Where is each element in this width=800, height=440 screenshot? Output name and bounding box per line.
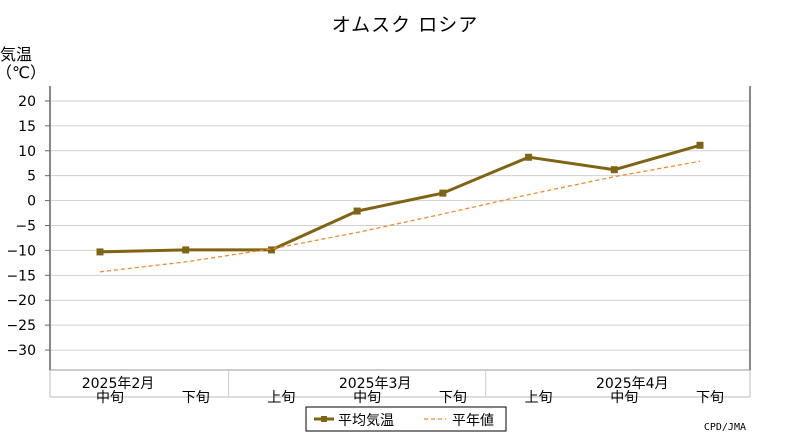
legend-label-normal: 平年値 [452, 413, 494, 429]
data-point-marker [267, 246, 275, 254]
plot-area [50, 86, 750, 370]
y-tick-label: −5 [15, 219, 36, 235]
x-category-label: 下旬 [439, 390, 467, 406]
y-tick-label: −10 [6, 243, 36, 259]
y-ticks: 20 15 10 5 0 −5 −10 −15 −20 −25 −30 [6, 94, 50, 359]
y-tick-label: −15 [6, 268, 36, 284]
y-tick-label: −25 [6, 318, 36, 334]
series-layer [96, 141, 704, 273]
y-tick-label: 20 [18, 94, 36, 110]
y-tick-label: −30 [6, 343, 36, 359]
legend: 平均気温 平年値 [305, 406, 507, 432]
x-month-label: 2025年3月 [339, 376, 412, 392]
data-point-marker [96, 248, 104, 256]
x-month-label: 2025年2月 [82, 376, 155, 392]
legend-label-mean: 平均気温 [338, 413, 394, 429]
x-category-label: 下旬 [182, 390, 210, 406]
x-axis: 中旬 下旬 上旬 中旬 下旬 上旬 中旬 下旬 2025年2月 2025年3月 2025年4月 [49, 369, 751, 406]
x-month-label: 2025年4月 [596, 376, 669, 392]
y-tick-label: 5 [27, 169, 36, 185]
series-mean-temp-line [99, 143, 701, 254]
x-category-label: 中旬 [610, 390, 638, 406]
y-tick-label: 15 [18, 119, 36, 135]
credit: CPD/JMA [704, 422, 746, 433]
y-tick-label: 0 [27, 194, 36, 210]
data-point-marker [439, 189, 447, 197]
legend-box [305, 406, 507, 432]
x-category-label: 中旬 [96, 390, 124, 406]
y-axis-unit: （℃） [0, 63, 46, 82]
legend-marker-mean [321, 416, 327, 422]
x-category-label: 上旬 [525, 390, 553, 406]
data-point-marker [696, 141, 704, 149]
x-category-label: 下旬 [696, 390, 724, 406]
x-category-label: 上旬 [267, 390, 295, 406]
y-tick-label: −20 [6, 293, 36, 309]
x-category-label: 中旬 [353, 390, 381, 406]
chart-title: オムスク ロシア [332, 14, 478, 36]
y-axis-label: 気温 [0, 45, 32, 64]
data-point-marker [525, 153, 533, 161]
data-point-marker [610, 166, 618, 174]
data-point-marker [353, 207, 361, 215]
y-tick-label: 10 [18, 144, 36, 160]
data-point-marker [182, 246, 190, 254]
series-normal-line [99, 160, 701, 273]
